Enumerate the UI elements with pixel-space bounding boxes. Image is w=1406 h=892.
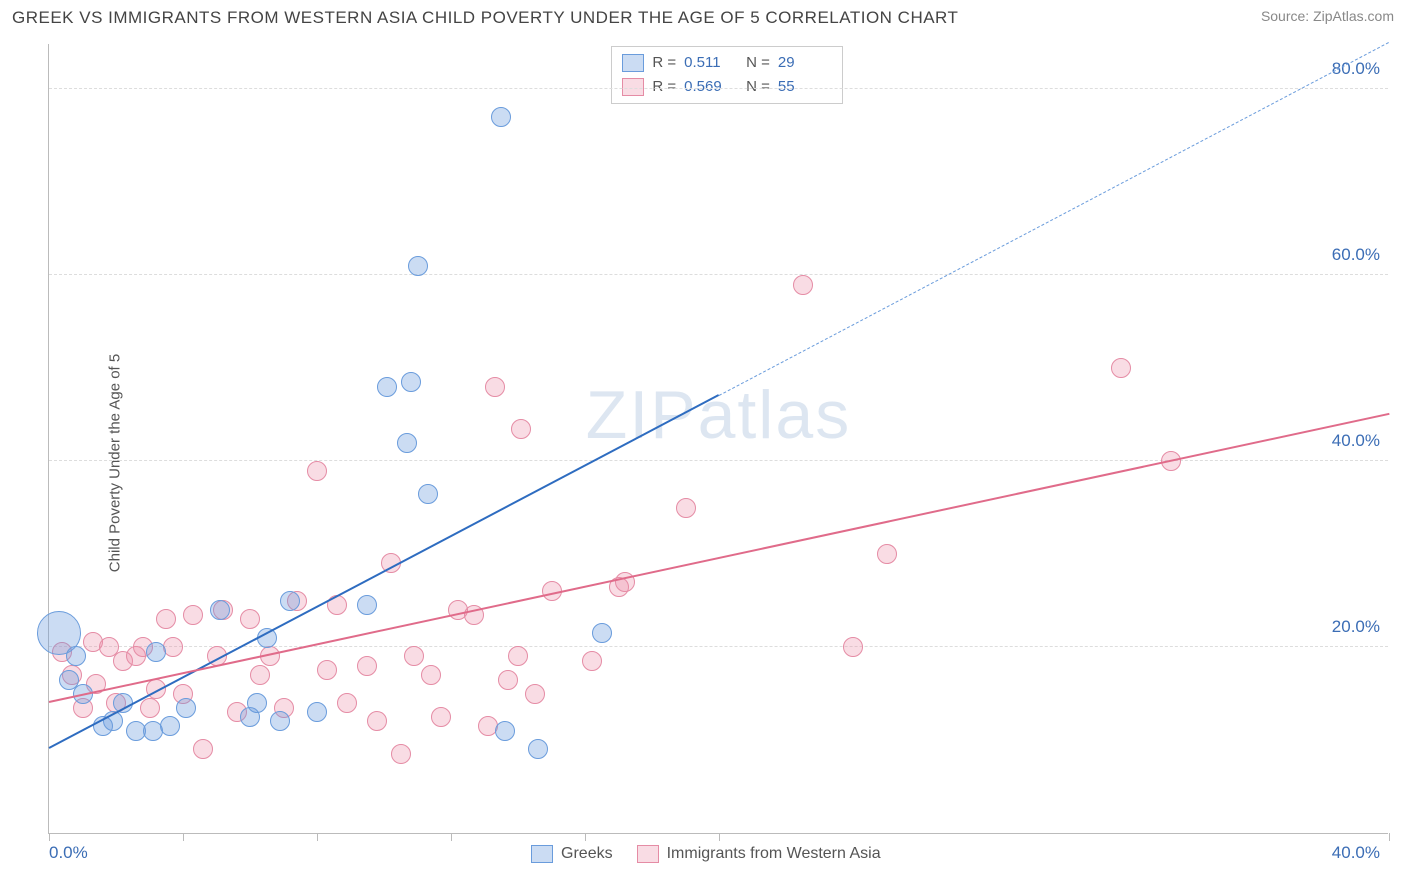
immigrants-point: [877, 544, 897, 564]
immigrants-point: [317, 660, 337, 680]
immigrants-trendline: [49, 413, 1389, 703]
x-tick: [719, 833, 720, 841]
chart-area: Child Poverty Under the Age of 5 ZIPatla…: [0, 34, 1406, 892]
immigrants-point: [307, 461, 327, 481]
greeks-point: [280, 591, 300, 611]
immigrants-point: [793, 275, 813, 295]
immigrants-point: [357, 656, 377, 676]
legend-label-greeks: Greeks: [561, 845, 613, 863]
immigrants-point: [676, 498, 696, 518]
immigrants-n-value: 55: [778, 75, 832, 99]
legend-row-greeks: R = 0.511 N = 29: [622, 51, 832, 75]
immigrants-point: [485, 377, 505, 397]
immigrants-point: [431, 707, 451, 727]
y-tick-label: 60.0%: [1332, 245, 1380, 265]
swatch-greeks: [622, 54, 644, 72]
immigrants-point: [337, 693, 357, 713]
chart-title: GREEK VS IMMIGRANTS FROM WESTERN ASIA CH…: [12, 8, 958, 28]
legend-item-immigrants: Immigrants from Western Asia: [637, 845, 881, 863]
greeks-point: [307, 702, 327, 722]
greeks-point: [176, 698, 196, 718]
source-link[interactable]: ZipAtlas.com: [1313, 8, 1394, 24]
immigrants-point: [525, 684, 545, 704]
x-tick: [451, 833, 452, 841]
greeks-point: [357, 595, 377, 615]
greeks-point: [495, 721, 515, 741]
immigrants-point: [511, 419, 531, 439]
y-tick-label: 20.0%: [1332, 617, 1380, 637]
greeks-point: [160, 716, 180, 736]
greeks-point: [401, 372, 421, 392]
swatch-immigrants: [637, 845, 659, 863]
gridline: [49, 646, 1388, 647]
correlation-legend: R = 0.511 N = 29 R = 0.569 N = 55: [611, 46, 843, 104]
immigrants-point: [163, 637, 183, 657]
immigrants-point: [193, 739, 213, 759]
greeks-n-value: 29: [778, 51, 832, 75]
immigrants-point: [183, 605, 203, 625]
immigrants-point: [367, 711, 387, 731]
immigrants-r-value: 0.569: [684, 75, 738, 99]
greeks-point: [377, 377, 397, 397]
r-label: R =: [652, 51, 676, 75]
immigrants-point: [843, 637, 863, 657]
legend-row-immigrants: R = 0.569 N = 55: [622, 75, 832, 99]
immigrants-point: [140, 698, 160, 718]
immigrants-point: [156, 609, 176, 629]
immigrants-point: [250, 665, 270, 685]
greeks-point: [418, 484, 438, 504]
immigrants-point: [240, 609, 260, 629]
legend-item-greeks: Greeks: [531, 845, 613, 863]
immigrants-point: [391, 744, 411, 764]
n-label: N =: [746, 75, 770, 99]
x-tick: [49, 833, 50, 841]
x-tick: [585, 833, 586, 841]
greeks-r-value: 0.511: [684, 51, 738, 75]
series-legend: Greeks Immigrants from Western Asia: [531, 845, 881, 863]
immigrants-point: [582, 651, 602, 671]
source-attribution: Source: ZipAtlas.com: [1261, 8, 1394, 24]
swatch-greeks: [531, 845, 553, 863]
immigrants-point: [421, 665, 441, 685]
swatch-immigrants: [622, 78, 644, 96]
greeks-trendline: [49, 394, 720, 749]
gridline: [49, 460, 1388, 461]
greeks-point: [408, 256, 428, 276]
n-label: N =: [746, 51, 770, 75]
y-tick-label: 80.0%: [1332, 59, 1380, 79]
x-axis-max-label: 40.0%: [1332, 843, 1380, 863]
immigrants-point: [508, 646, 528, 666]
immigrants-point: [1111, 358, 1131, 378]
r-label: R =: [652, 75, 676, 99]
greeks-point: [146, 642, 166, 662]
x-axis-min-label: 0.0%: [49, 843, 88, 863]
greeks-point: [210, 600, 230, 620]
legend-label-immigrants: Immigrants from Western Asia: [667, 845, 881, 863]
x-tick: [1389, 833, 1390, 841]
immigrants-point: [404, 646, 424, 666]
greeks-point: [592, 623, 612, 643]
gridline: [49, 88, 1388, 89]
greeks-point: [491, 107, 511, 127]
greeks-point: [270, 711, 290, 731]
source-label: Source:: [1261, 8, 1309, 24]
x-tick: [317, 833, 318, 841]
gridline: [49, 274, 1388, 275]
y-tick-label: 40.0%: [1332, 431, 1380, 451]
greeks-point: [397, 433, 417, 453]
greeks-point: [66, 646, 86, 666]
greeks-point: [247, 693, 267, 713]
immigrants-point: [498, 670, 518, 690]
plot-region: ZIPatlas R = 0.511 N = 29 R = 0.569 N = …: [48, 44, 1388, 834]
x-tick: [183, 833, 184, 841]
greeks-point: [528, 739, 548, 759]
